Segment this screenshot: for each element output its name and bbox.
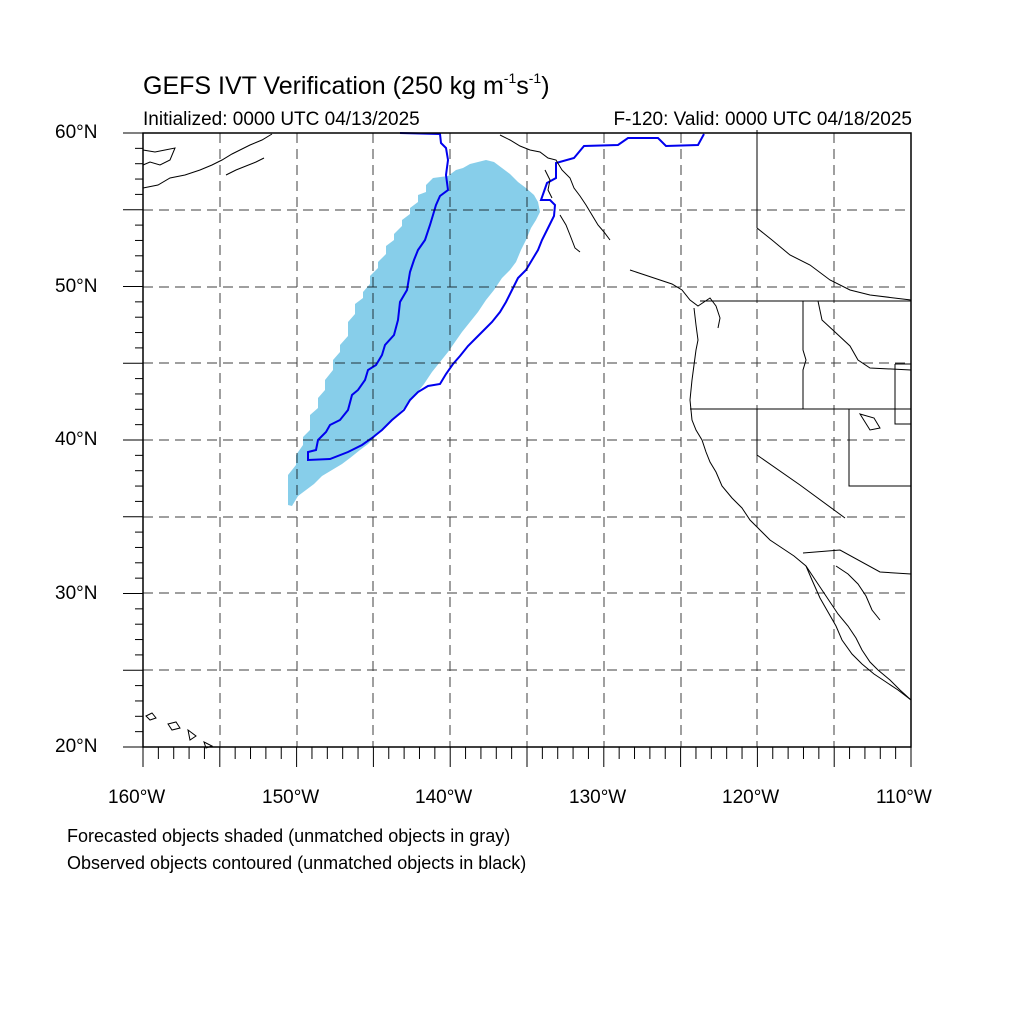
observed-object-contour xyxy=(307,132,705,462)
lon-label-120w: 120°W xyxy=(722,787,780,808)
forecast-object xyxy=(288,160,540,506)
lat-label-50n: 50°N xyxy=(55,276,98,297)
lon-label-110w: 110°W xyxy=(876,787,932,808)
plot-title: GEFS IVT Verification (250 kg m-1s-1) xyxy=(143,70,550,100)
legend-note-forecast: Forecasted objects shaded (unmatched obj… xyxy=(67,826,511,846)
lat-label-30n: 30°N xyxy=(55,583,98,604)
initialized-time: Initialized: 0000 UTC 04/13/2025 xyxy=(143,109,420,130)
graticule xyxy=(143,133,911,747)
political-borders xyxy=(690,130,912,575)
legend-note-observed: Observed objects contoured (unmatched ob… xyxy=(67,853,527,873)
lon-label-150w: 150°W xyxy=(262,787,320,808)
lon-label-140w: 140°W xyxy=(415,787,473,808)
coastlines xyxy=(142,133,912,749)
lat-label-40n: 40°N xyxy=(55,429,98,450)
lat-label-60n: 60°N xyxy=(55,122,98,143)
lat-label-20n: 20°N xyxy=(55,736,98,757)
axis-ticks xyxy=(123,132,912,767)
lon-label-160w: 160°W xyxy=(108,787,166,808)
valid-time: F-120: Valid: 0000 UTC 04/18/2025 xyxy=(613,109,912,130)
lon-label-130w: 130°W xyxy=(569,787,627,808)
